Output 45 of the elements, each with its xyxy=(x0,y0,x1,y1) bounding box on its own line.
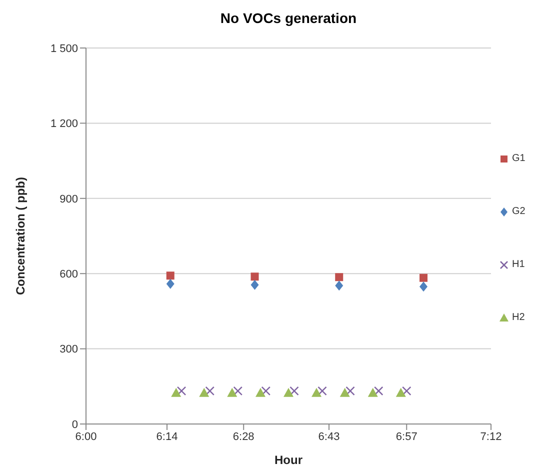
x-axis-title: Hour xyxy=(274,453,303,467)
point xyxy=(290,386,299,396)
point xyxy=(335,280,344,291)
point xyxy=(233,386,243,396)
legend-label: G1 xyxy=(512,153,526,164)
point xyxy=(346,386,355,396)
point xyxy=(250,280,259,290)
y-tick-label: 600 xyxy=(60,268,78,281)
point xyxy=(335,273,344,282)
y-tick-label: 0 xyxy=(72,418,78,431)
x-tick-label: 6:57 xyxy=(396,430,418,443)
chart-title: No VOCs generation xyxy=(219,10,358,26)
x-tick-label: 7:12 xyxy=(480,430,502,443)
x-tick-label: 6:14 xyxy=(156,430,178,443)
point xyxy=(250,272,259,281)
legend-label: H1 xyxy=(512,259,525,270)
y-axis-title: Concentration ( ppb) xyxy=(13,177,28,295)
y-tick-label: 1 200 xyxy=(50,118,78,130)
point xyxy=(374,386,384,396)
y-tick-label: 300 xyxy=(60,344,78,356)
point xyxy=(340,388,350,397)
point xyxy=(312,388,322,397)
point xyxy=(284,388,294,397)
y-tick-label: 1 500 xyxy=(50,42,78,55)
point xyxy=(255,388,266,397)
point xyxy=(171,388,182,397)
y-tick-label: 900 xyxy=(60,193,78,206)
point xyxy=(318,386,327,396)
point xyxy=(205,386,215,396)
point xyxy=(368,388,378,397)
point xyxy=(199,388,210,397)
point xyxy=(166,272,174,280)
x-tick-label: 6:28 xyxy=(232,430,254,443)
point xyxy=(227,388,238,397)
point xyxy=(176,386,186,396)
x-tick-label: 6:00 xyxy=(75,430,97,443)
point xyxy=(261,386,271,396)
legend-label: H2 xyxy=(512,312,525,323)
point xyxy=(402,386,412,396)
x-tick-label: 6:43 xyxy=(318,430,340,443)
legend-label: G2 xyxy=(512,206,526,217)
point xyxy=(396,388,406,397)
point xyxy=(420,282,428,292)
point xyxy=(166,278,174,289)
point xyxy=(420,274,428,282)
